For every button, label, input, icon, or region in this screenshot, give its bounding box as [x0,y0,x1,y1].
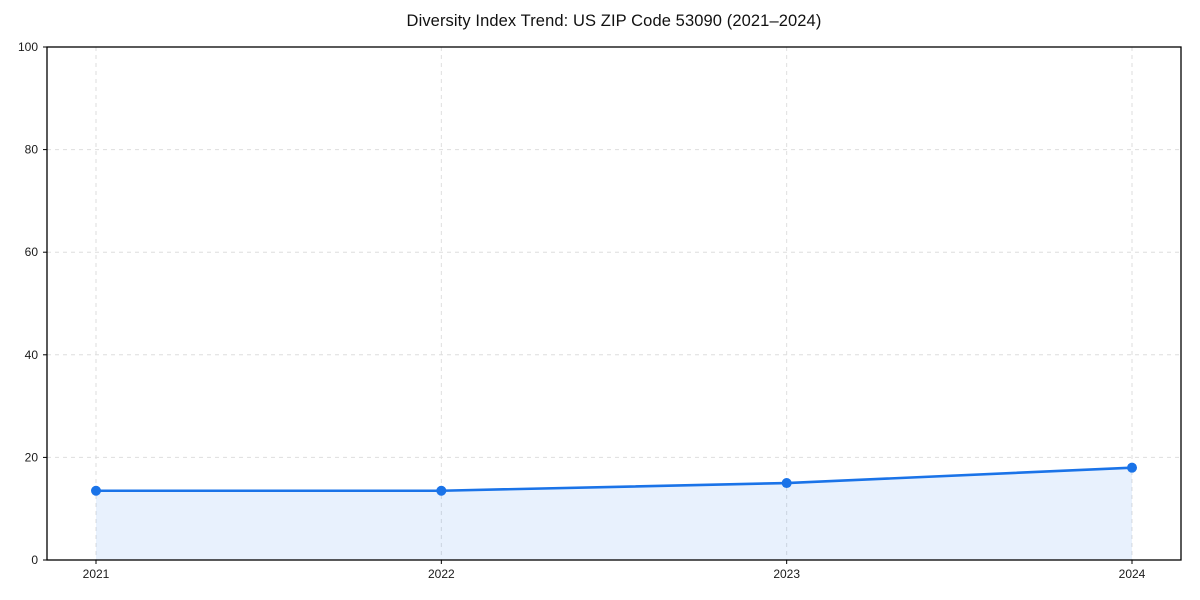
data-point-2024 [1127,462,1137,473]
y-tick-label: 60 [25,245,39,259]
y-tick-label: 40 [25,348,39,362]
y-tick-label: 100 [18,40,38,54]
x-tick-label: 2022 [428,567,455,581]
data-point-2023 [781,478,792,489]
x-tick-label: 2021 [83,567,110,581]
x-tick-label: 2024 [1119,567,1146,581]
data-point-2021 [91,485,101,496]
trend-line [94,466,1134,493]
y-tick-label: 20 [25,450,39,464]
plot-frame [46,46,1182,561]
area-fill [96,467,1132,560]
y-tick-label: 0 [31,553,38,567]
y-tick-label: 80 [25,143,39,157]
chart-title: Diversity Index Trend: US ZIP Code 53090… [406,12,822,30]
x-tick-label: 2023 [773,567,800,581]
data-point-2022 [436,485,447,496]
